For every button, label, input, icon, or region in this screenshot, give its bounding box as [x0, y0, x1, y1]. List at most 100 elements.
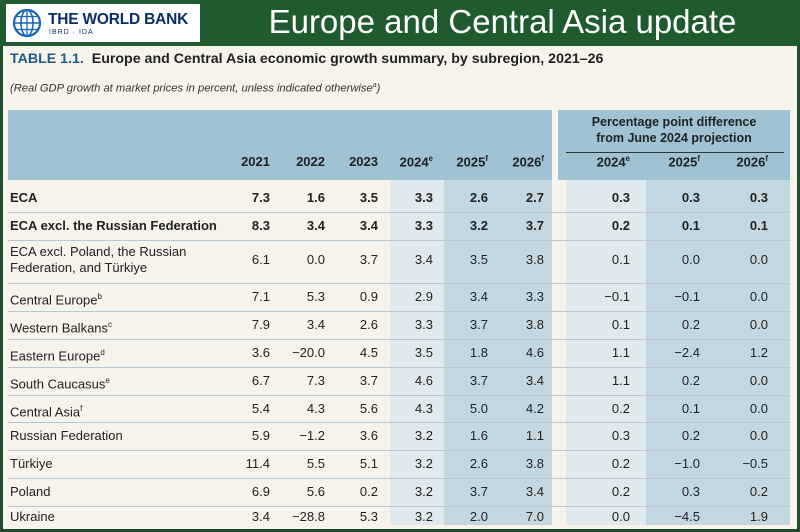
- value-cell: 3.7: [359, 373, 378, 388]
- value-cell: 11.4: [245, 456, 270, 471]
- diff-header-rule: [566, 152, 784, 153]
- diff-cell: 0.0: [749, 252, 768, 267]
- diff-cell: 0.1: [749, 218, 768, 233]
- value-cell: 2.7: [525, 190, 544, 205]
- value-cell: 3.8: [525, 252, 544, 267]
- diff-cell: 0.3: [681, 190, 700, 205]
- diff-cell: 0.0: [681, 252, 700, 267]
- diff-cell: 0.2: [611, 401, 630, 416]
- row-label-text-line2: Federation, and Türkiye: [10, 260, 148, 275]
- value-cell: 3.7: [469, 317, 488, 332]
- value-cell: 3.2: [414, 509, 433, 524]
- value-cell: 3.4: [414, 252, 433, 267]
- diff-cell: 0.2: [611, 218, 630, 233]
- row-label: Central Europeb: [10, 289, 102, 308]
- diff-cell: 0.2: [749, 484, 768, 499]
- diff-col-header-note: f: [765, 154, 768, 163]
- row-divider: [8, 395, 790, 396]
- row-label: ECA: [10, 190, 37, 206]
- value-cell: 7.1: [251, 289, 270, 304]
- diff-col-header-note: e: [625, 154, 630, 163]
- value-cell: 3.7: [525, 218, 544, 233]
- value-cell: 3.2: [414, 484, 433, 499]
- diff-header: Percentage point difference from June 202…: [558, 110, 790, 152]
- row-label: Central Asiaf: [10, 401, 82, 420]
- diff-cell: 1.1: [611, 345, 630, 360]
- col-header-note: f: [485, 154, 488, 163]
- diff-cell: 0.1: [611, 252, 630, 267]
- col-header-year: 2026: [512, 154, 542, 170]
- diff-cell: −2.4: [674, 345, 700, 360]
- value-cell: 3.8: [525, 317, 544, 332]
- diff-header-line2: from June 2024 projection: [596, 131, 752, 145]
- row-label-text: Eastern Europe: [10, 348, 101, 364]
- value-cell: 4.3: [414, 401, 433, 416]
- diff-cell: 0.0: [749, 373, 768, 388]
- value-cell: 3.2: [469, 218, 488, 233]
- diff-col-header-year: 2024: [596, 154, 626, 170]
- value-cell: 3.8: [525, 456, 544, 471]
- col-header-year: 2025: [456, 154, 486, 170]
- world-bank-logo: THE WORLD BANK IBRD · IDA: [6, 4, 200, 42]
- value-cell: 7.3: [306, 373, 325, 388]
- col-header-year: 2023: [349, 154, 378, 169]
- value-cell: 2.6: [469, 190, 488, 205]
- table-subtitle-close: ): [376, 82, 381, 95]
- diff-cell: 0.0: [749, 428, 768, 443]
- diff-cell: 0.1: [681, 401, 700, 416]
- value-cell: 3.4: [525, 373, 544, 388]
- diff-col-header-note: f: [697, 154, 700, 163]
- value-cell: 3.3: [414, 218, 433, 233]
- diff-cell: 0.3: [681, 484, 700, 499]
- diff-cell: 0.2: [681, 428, 700, 443]
- row-label: Poland: [10, 484, 50, 500]
- diff-col-header-year: 2026: [736, 154, 766, 170]
- value-cell: 0.0: [306, 252, 325, 267]
- row-label-text: Russian Federation: [10, 428, 123, 443]
- diff-cell: −4.5: [674, 509, 700, 524]
- diff-col-header-2025: 2025f: [640, 154, 700, 169]
- diff-cell: 0.2: [611, 484, 630, 499]
- diff-col-header-year: 2025: [668, 154, 698, 170]
- row-label: South Caucasuse: [10, 373, 110, 392]
- col-header-note: e: [428, 154, 433, 163]
- col-header-year: 2024: [399, 154, 429, 170]
- table-label: TABLE 1.1.: [10, 51, 84, 67]
- row-divider: [8, 283, 790, 284]
- value-cell: 6.9: [251, 484, 270, 499]
- value-cell: 3.7: [359, 252, 378, 267]
- value-cell: 3.3: [414, 190, 433, 205]
- value-cell: 0.2: [359, 484, 378, 499]
- row-label-text: ECA excl. Poland, the Russian: [10, 244, 187, 259]
- row-label-text: Central Asia: [10, 404, 81, 420]
- value-cell: 1.1: [525, 428, 544, 443]
- value-cell: 3.2: [414, 428, 433, 443]
- header-band-main: [8, 110, 552, 180]
- diff-cell: 0.0: [749, 401, 768, 416]
- row-label-text: ECA excl. the Russian Federation: [10, 218, 217, 233]
- value-cell: 3.5: [414, 345, 433, 360]
- row-divider: [8, 339, 790, 340]
- diff-cell: 0.2: [611, 456, 630, 471]
- table-title: TABLE 1.1. Europe and Central Asia econo…: [10, 51, 603, 67]
- value-cell: 1.6: [469, 428, 488, 443]
- row-label-text: Ukraine: [10, 509, 55, 524]
- col-header-2026: 2026f: [484, 154, 544, 169]
- banner-title: Europe and Central Asia update: [268, 3, 737, 40]
- value-cell: 3.7: [469, 373, 488, 388]
- header-banner: THE WORLD BANK IBRD · IDA Europe and Cen…: [0, 0, 800, 46]
- value-cell: 5.3: [359, 509, 378, 524]
- row-label: Western Balkansc: [10, 317, 112, 336]
- col-header-2023: 2023: [318, 154, 378, 169]
- row-divider: [8, 367, 790, 368]
- diff-cell: 0.0: [749, 317, 768, 332]
- value-cell: −20.0: [292, 345, 325, 360]
- col-header-year: 2022: [296, 154, 325, 169]
- value-cell: 3.7: [469, 484, 488, 499]
- shade-2025-2026: [444, 180, 552, 525]
- value-cell: 3.2: [414, 456, 433, 471]
- col-header-note: f: [541, 154, 544, 163]
- value-cell: 5.5: [306, 456, 325, 471]
- diff-cell: 0.3: [611, 190, 630, 205]
- row-label: Ukraine: [10, 509, 55, 525]
